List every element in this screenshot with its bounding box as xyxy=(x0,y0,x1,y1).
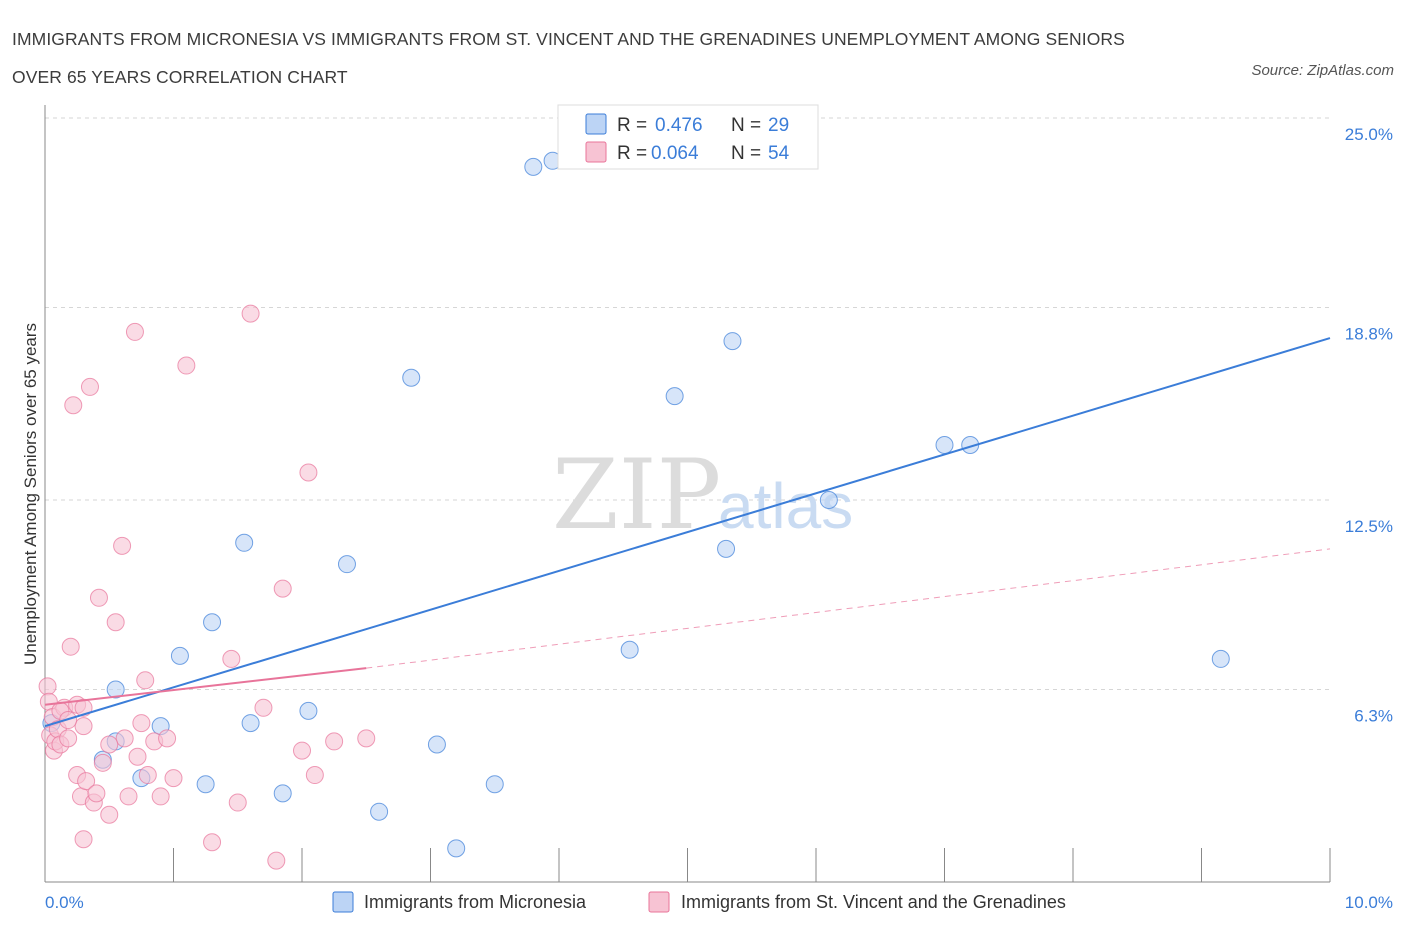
stats-legend-swatch-pink xyxy=(585,141,607,163)
y-tick-label: 6.3% xyxy=(1354,706,1393,725)
series-legend-label-micronesia: Immigrants from Micronesia xyxy=(364,892,587,912)
series-legend-label-st-vincent: Immigrants from St. Vincent and the Gren… xyxy=(681,892,1066,912)
stats-legend: R = 0.476 N = 29 R = 0.064 N = 54 xyxy=(557,104,819,170)
series-legend: Immigrants from Micronesia Immigrants fr… xyxy=(332,891,1066,913)
data-point-micronesia xyxy=(723,332,742,351)
data-point-micronesia xyxy=(620,640,639,659)
data-point-st-vincent xyxy=(80,377,99,396)
data-point-st-vincent xyxy=(177,356,196,375)
data-point-micronesia xyxy=(170,646,189,665)
trend-lines xyxy=(44,337,1331,728)
data-point-micronesia xyxy=(241,714,260,733)
chart-title: IMMIGRANTS FROM MICRONESIA VS IMMIGRANTS… xyxy=(12,20,1125,96)
trend-line-st-vincent xyxy=(44,667,367,706)
stats-legend-r-label-2: R = xyxy=(617,143,647,164)
data-point-st-vincent xyxy=(267,851,286,870)
series-st-vincent-points xyxy=(38,304,376,870)
data-point-micronesia xyxy=(717,539,736,558)
data-point-st-vincent xyxy=(136,671,155,690)
data-point-micronesia xyxy=(273,784,292,803)
stats-legend-n-label-2: N = xyxy=(731,143,761,164)
data-point-st-vincent xyxy=(77,772,96,791)
data-point-micronesia xyxy=(447,839,466,858)
data-point-micronesia xyxy=(485,775,504,794)
chart-title-line-2: OVER 65 YEARS CORRELATION CHART xyxy=(12,67,348,87)
data-point-st-vincent xyxy=(74,717,93,736)
stats-legend-r-value-1: 0.476 xyxy=(655,115,703,136)
data-point-st-vincent xyxy=(203,833,222,852)
data-point-st-vincent xyxy=(74,830,93,849)
data-point-st-vincent xyxy=(106,613,125,632)
y-axis-label: Unemployment Among Seniors over 65 years xyxy=(21,323,40,665)
stats-legend-swatch-blue xyxy=(585,113,607,135)
data-point-micronesia xyxy=(935,435,954,454)
data-point-st-vincent xyxy=(59,729,78,748)
chart-title-line-1: IMMIGRANTS FROM MICRONESIA VS IMMIGRANTS… xyxy=(12,29,1125,49)
series-legend-swatch-st-vincent xyxy=(648,891,670,913)
data-point-st-vincent xyxy=(61,637,80,656)
data-point-st-vincent xyxy=(273,579,292,598)
stats-legend-n-value-1: 29 xyxy=(768,115,789,136)
data-point-st-vincent xyxy=(93,753,112,772)
data-point-st-vincent xyxy=(113,536,132,555)
data-point-st-vincent xyxy=(100,735,119,754)
series-legend-swatch-micronesia xyxy=(332,891,354,913)
data-point-st-vincent xyxy=(115,729,134,748)
data-point-st-vincent xyxy=(138,766,157,785)
trend-line-micronesia xyxy=(44,337,1331,728)
data-point-st-vincent xyxy=(87,784,106,803)
data-point-micronesia xyxy=(427,735,446,754)
data-point-st-vincent xyxy=(89,588,108,607)
y-tick-label: 25.0% xyxy=(1345,125,1393,144)
data-point-micronesia xyxy=(524,157,543,176)
data-point-st-vincent xyxy=(38,677,57,696)
x-axis: 0.0% 10.0% xyxy=(44,105,1393,912)
data-point-st-vincent xyxy=(357,729,376,748)
data-point-micronesia xyxy=(1211,649,1230,668)
x-tick-label: 0.0% xyxy=(45,893,84,912)
data-point-st-vincent xyxy=(164,769,183,788)
data-point-micronesia xyxy=(665,387,684,406)
data-point-st-vincent xyxy=(241,304,260,323)
stats-legend-r-value-2: 0.064 xyxy=(651,143,699,164)
data-point-st-vincent xyxy=(128,747,147,766)
data-point-micronesia xyxy=(337,555,356,574)
data-point-micronesia xyxy=(819,491,838,509)
trend-line-st-vincent-extended xyxy=(366,548,1331,669)
data-point-st-vincent xyxy=(158,729,177,748)
data-point-st-vincent xyxy=(64,396,83,415)
data-point-st-vincent xyxy=(119,787,138,806)
data-point-micronesia xyxy=(402,368,421,387)
watermark: ZIP atlas xyxy=(552,439,853,551)
y-tick-label: 18.8% xyxy=(1345,324,1393,343)
data-point-st-vincent xyxy=(293,741,311,760)
data-point-st-vincent xyxy=(299,463,318,482)
y-tick-label: 12.5% xyxy=(1345,517,1393,536)
y-axis-ticks: 6.3% 12.5% 18.8% 25.0% xyxy=(1345,125,1393,725)
data-point-st-vincent xyxy=(228,793,247,812)
data-point-micronesia xyxy=(370,802,389,821)
stats-legend-r-label-1: R = xyxy=(617,115,647,136)
gridlines xyxy=(45,117,1330,690)
data-point-micronesia xyxy=(196,775,215,794)
source-label: Source: ZipAtlas.com xyxy=(1251,62,1394,79)
data-point-st-vincent xyxy=(132,714,151,733)
data-point-micronesia xyxy=(299,701,318,720)
stats-legend-n-label-1: N = xyxy=(731,115,761,136)
data-point-micronesia xyxy=(106,680,125,699)
data-point-st-vincent xyxy=(254,698,273,717)
data-point-st-vincent xyxy=(222,649,241,668)
data-point-micronesia xyxy=(235,533,254,552)
data-point-st-vincent xyxy=(325,732,344,751)
x-tick-label: 10.0% xyxy=(1345,893,1393,912)
data-point-st-vincent xyxy=(74,698,93,717)
data-point-st-vincent xyxy=(151,787,170,806)
data-point-st-vincent xyxy=(125,322,144,341)
data-point-micronesia xyxy=(203,613,222,632)
stats-legend-n-value-2: 54 xyxy=(768,143,790,164)
data-point-st-vincent xyxy=(305,766,324,785)
data-point-st-vincent xyxy=(100,805,119,824)
watermark-zip: ZIP xyxy=(552,439,721,551)
